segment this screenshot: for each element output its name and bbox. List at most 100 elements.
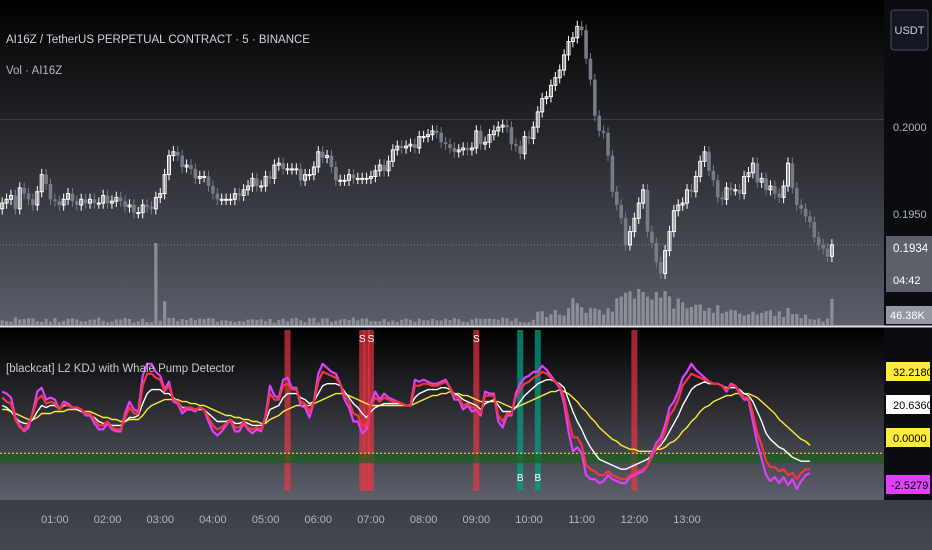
candle-body [764, 178, 768, 190]
candle-body [786, 162, 791, 187]
candle-body [663, 250, 668, 274]
currency-button-label: USDT [895, 25, 925, 37]
volume-bar [303, 322, 307, 325]
candle-body [39, 174, 44, 193]
candle-body [676, 204, 681, 212]
volume-title[interactable]: Vol · AI16Z [6, 65, 62, 77]
candle-body [658, 262, 663, 274]
candle-body [461, 147, 466, 151]
volume-bar [4, 321, 9, 325]
time-tick-label: 10:00 [515, 514, 543, 526]
volume-bar [62, 320, 66, 325]
candle-body [4, 198, 9, 204]
volume-bar [685, 308, 689, 325]
volume-bar [825, 318, 830, 325]
sell-zone [359, 330, 366, 491]
volume-bar [351, 317, 355, 325]
volume-bar [623, 292, 628, 325]
volume-bar [509, 320, 514, 325]
volume-bar [386, 321, 391, 325]
volume-bar [549, 314, 553, 325]
buy-zone [534, 330, 541, 491]
volume-bar [299, 320, 303, 325]
candle-body [421, 136, 426, 139]
candle-body [500, 124, 505, 128]
volume-bar [698, 304, 702, 325]
symbol-title[interactable]: AI16Z / TetherUS PERPETUAL CONTRACT · 5 … [6, 34, 310, 46]
volume-bar [53, 318, 57, 325]
candle-body [557, 69, 562, 79]
candle-body [311, 166, 316, 176]
indicator-tag-bg [886, 428, 930, 447]
candle-body [816, 237, 821, 245]
volume-bar [558, 314, 562, 325]
candle-body [404, 145, 409, 149]
candle-body [535, 111, 540, 128]
volume-bar [413, 321, 417, 325]
volume-bar [272, 322, 276, 325]
candle-body [821, 244, 825, 249]
candle-body [145, 205, 149, 207]
last-volume-tag-bg [886, 306, 932, 324]
candle-body [281, 163, 285, 169]
candle-body [478, 130, 483, 145]
volume-bar [70, 318, 75, 325]
sell-marker: S [473, 334, 480, 345]
volume-bar [720, 313, 724, 325]
currency-button[interactable]: USDT [890, 9, 929, 51]
candle-body [8, 195, 13, 200]
candle-body [799, 205, 803, 209]
volume-bar [404, 318, 408, 325]
volume-bar [768, 310, 773, 325]
volume-bar [584, 312, 588, 325]
candle-body [685, 189, 690, 204]
candle-body [746, 172, 751, 177]
candle-body [109, 200, 114, 204]
volume-bar [439, 320, 443, 325]
sell-zone [284, 330, 291, 491]
candle-body [395, 145, 400, 151]
candle-body [829, 244, 834, 257]
time-tick-label: 11:00 [568, 514, 595, 526]
signal-markers: S S SB B [359, 334, 542, 484]
volume-bar [154, 243, 158, 325]
volume-bars [0, 243, 834, 325]
time-tick-label: 09:00 [463, 514, 491, 526]
volume-bar [474, 318, 478, 325]
oversold-zone [0, 453, 884, 464]
volume-bar [0, 320, 4, 325]
currency-button-frame[interactable] [890, 9, 929, 51]
volume-bar [233, 322, 237, 325]
sell-marker: S [368, 334, 375, 345]
candle-body [320, 151, 325, 158]
candle-body [325, 155, 330, 159]
candle-body [562, 54, 567, 71]
buy-zone [517, 330, 524, 491]
candle-body [540, 98, 545, 113]
candle-body [351, 174, 356, 179]
indicator-value-tag: 32.2180 [886, 362, 932, 381]
volume-bar [803, 314, 808, 325]
candle-body [136, 212, 141, 215]
candle-body [698, 160, 703, 178]
indicator-tag-bg [886, 475, 930, 494]
indicator-value-tag: 0.0000 [886, 428, 930, 447]
volume-bar [202, 319, 206, 325]
candle-body [79, 198, 84, 206]
price-tick-label: 0.1950 [893, 209, 927, 221]
indicator-title[interactable]: [blackcat] L2 KDJ with Whale Pump Detect… [6, 363, 235, 375]
candle-body [13, 195, 18, 209]
candle-body [553, 77, 558, 86]
volume-bar [312, 317, 316, 325]
price-tick-label: 0.2000 [893, 122, 927, 134]
candle-body [114, 196, 119, 202]
volume-bar [663, 291, 667, 325]
last-price-label: 0.1934 [893, 243, 929, 255]
candle-body [237, 193, 242, 196]
candle-body [241, 189, 246, 197]
candle-body [329, 155, 334, 167]
candle-body [610, 155, 615, 192]
volume-bar [632, 298, 636, 325]
